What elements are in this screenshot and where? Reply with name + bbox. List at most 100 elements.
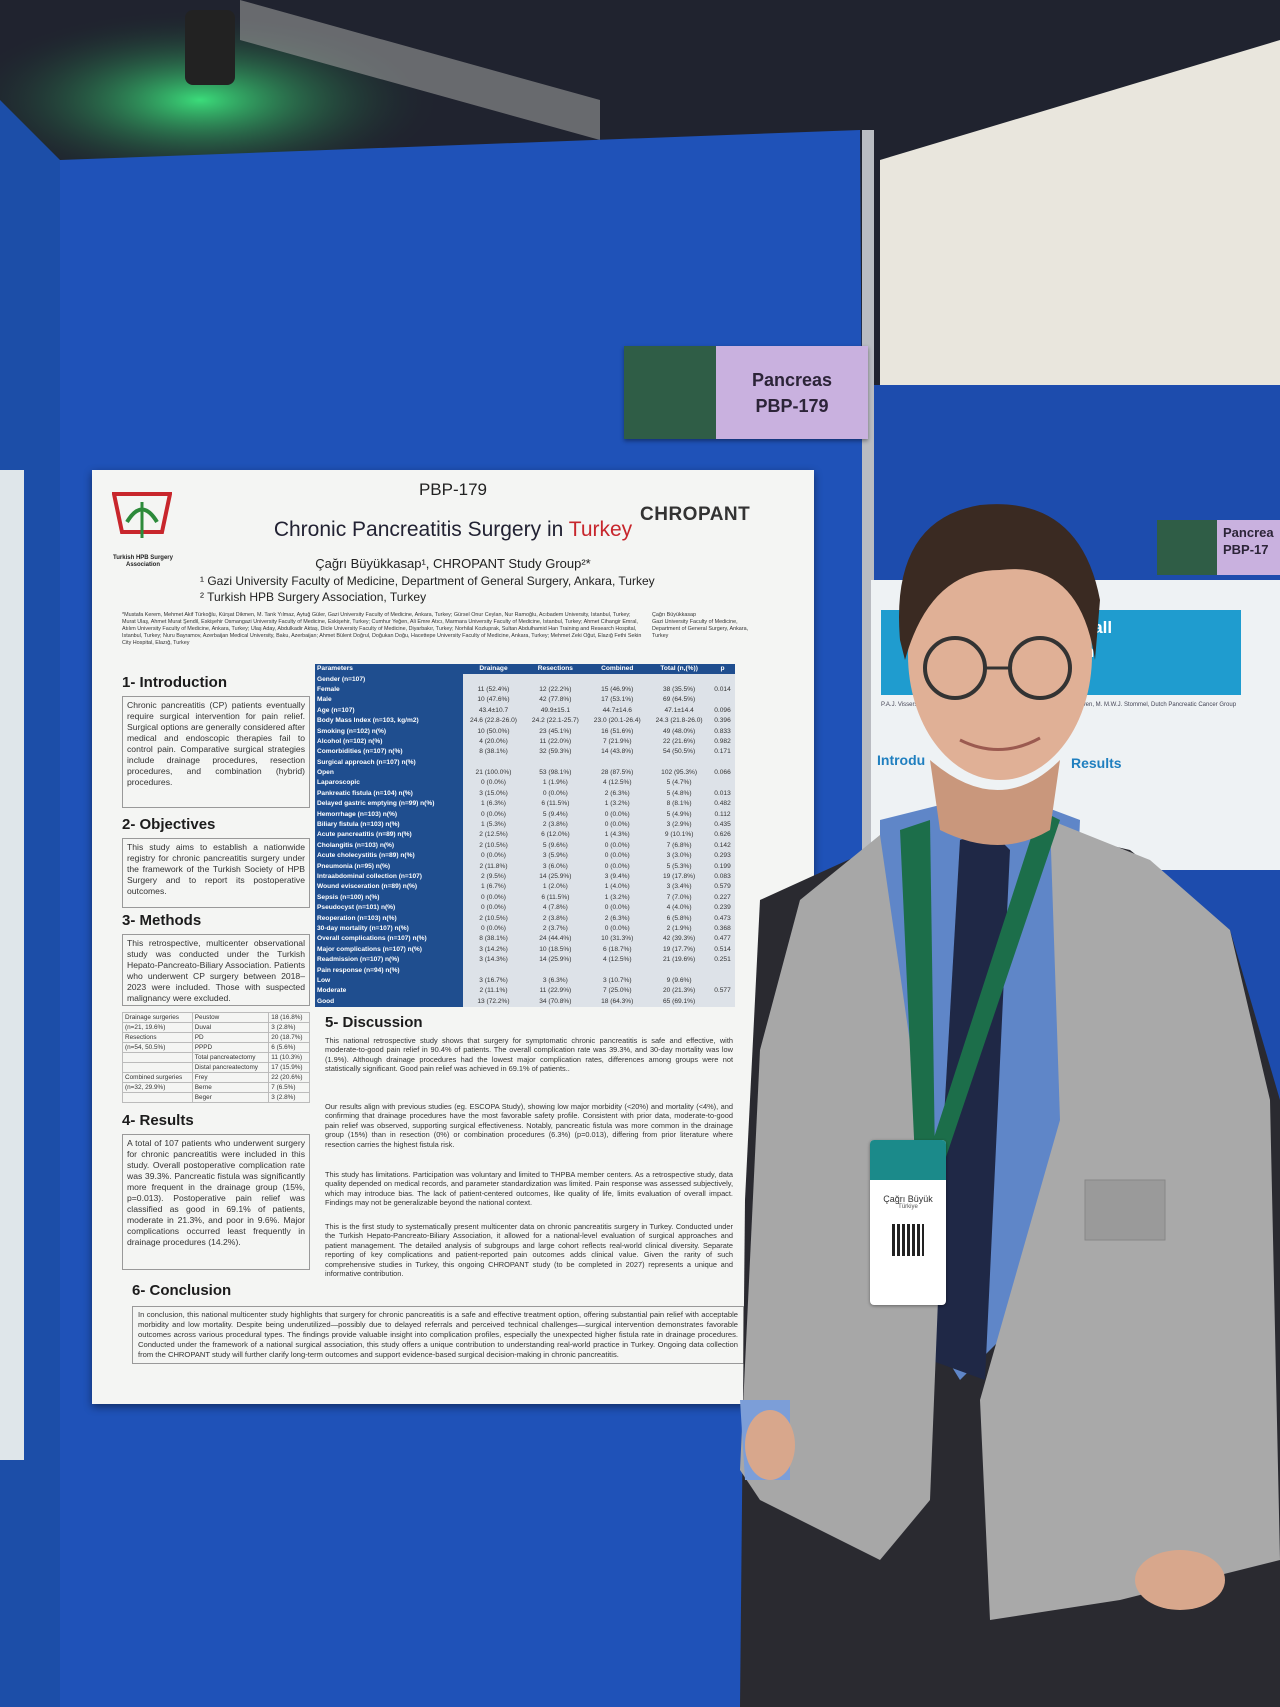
table-cell: 24 (44.4%) — [524, 934, 587, 945]
table-cell: 6 (5.8%) — [648, 913, 711, 924]
table-cell: 3 (3.0%) — [648, 851, 711, 862]
table-row: Surgical approach (n=107) n(%) — [315, 757, 735, 768]
table-cell: 5 (5.3%) — [648, 861, 711, 872]
table-cell: 0.473 — [710, 913, 735, 924]
table-cell: Laparoscopic — [315, 778, 463, 789]
affiliation: ¹ Gazi University Faculty of Medicine, D… — [200, 574, 655, 588]
section-text: Chronic pancreatitis (CP) patients event… — [122, 696, 310, 808]
table-cell: 0 (0.0%) — [586, 851, 649, 862]
table-cell: Good — [315, 996, 463, 1007]
table-cell: 0.982 — [710, 736, 735, 748]
table-cell: 47.1±14.4 — [648, 705, 711, 716]
sign-topic: Pancreas — [751, 369, 833, 390]
table-cell: 6 (12.0%) — [524, 830, 587, 841]
table-cell: 3 (16.7%) — [462, 975, 525, 987]
table-cell-empty — [648, 674, 711, 685]
table-cell: 2 (3.8%) — [524, 913, 587, 924]
table-cell-empty — [710, 695, 735, 706]
table-cell-empty — [524, 674, 587, 685]
table-cell: 24.6 (22.8-26.0) — [462, 715, 525, 727]
table-row: Pain response (n=94) n(%) — [315, 965, 735, 976]
table-cell: 2 (1.9%) — [648, 923, 711, 935]
table-cell-empty — [586, 965, 649, 976]
table-cell: Acute pancreatitis (n=89) n(%) — [315, 830, 463, 841]
table-cell: 0.251 — [710, 954, 735, 966]
table-cell: 5 (9.4%) — [524, 809, 587, 820]
table-cell: 9 (10.1%) — [648, 830, 711, 841]
table-row: Hemorrhage (n=103) n(%) 0 (0.0%) 5 (9.4%) 0… — [315, 809, 735, 820]
table-cell: 0.577 — [710, 986, 735, 997]
table-cell: 21 (100.0%) — [462, 767, 525, 779]
table-row: Acute pancreatitis (n=89) n(%) 2 (12.5%) 6… — [315, 830, 735, 841]
table-cell: Wound evisceration (n=89) n(%) — [315, 882, 463, 893]
surgery-row: Beger 3 (2.8%) — [122, 1092, 310, 1103]
neighbor-heading: Introdu — [877, 752, 926, 768]
sign-logo — [624, 346, 716, 439]
table-cell: 1 (1.9%) — [524, 778, 587, 789]
table-cell-empty — [586, 674, 649, 685]
discussion-paragraph: Our results align with previous studies … — [325, 1102, 733, 1149]
study-group-list: *Mustafa Kerem, Mehmet Akif Türkoğlu, Kü… — [122, 612, 642, 646]
table-cell-empty — [462, 674, 525, 685]
sign-topic: Pancrea — [1223, 525, 1274, 540]
table-cell-empty — [710, 996, 735, 1007]
section-heading: 3- Methods — [122, 912, 202, 929]
table-cell: 0 (0.0%) — [462, 923, 525, 935]
poster-code: PBP-179 — [418, 480, 488, 499]
table-cell: Low — [315, 975, 463, 987]
corresponding-author: Çağrı Büyükkasap Gazi University Faculty… — [652, 612, 762, 640]
table-cell: 0 (0.0%) — [462, 778, 525, 789]
table-cell: Readmission (n=107) n(%) — [315, 954, 463, 966]
badge-header — [870, 1140, 946, 1180]
table-cell: 49.9±15.1 — [524, 705, 587, 716]
table-row: Pankreatic fistula (n=104) n(%) 3 (15.0%)… — [315, 788, 735, 800]
table-cell-empty — [710, 757, 735, 768]
discussion-paragraph: This is the first study to systematicall… — [325, 1222, 733, 1279]
corresponding-name: Çağrı Büyükkasap — [652, 612, 697, 618]
table-cell: 0.142 — [710, 840, 735, 852]
table-cell: 21 (19.6%) — [648, 954, 711, 966]
study-logo: CHROPANT — [640, 504, 751, 525]
table-cell: 1 (4.0%) — [586, 882, 649, 893]
table-cell: 3 (14.3%) — [462, 954, 525, 966]
table-cell: 4 (12.5%) — [586, 778, 649, 789]
table-cell: Surgical approach (n=107) n(%) — [315, 757, 463, 768]
title-country: Turkey — [568, 518, 633, 541]
table-cell: 54 (50.5%) — [648, 747, 711, 758]
table-header-cell: Total (n,(%)) — [648, 664, 711, 675]
table-cell: 0 (0.0%) — [586, 902, 649, 914]
table-cell: Acute cholecystitis (n=89) n(%) — [315, 851, 463, 862]
table-cell: 14 (25.9%) — [524, 871, 587, 883]
table-header-cell: Resections — [524, 664, 587, 675]
surgery-group-cell — [122, 1092, 193, 1103]
table-row: Comorbidities (n=107) n(%) 8 (38.1%) 32 (5… — [315, 747, 735, 758]
table-cell: 18 (64.3%) — [586, 996, 649, 1007]
table-cell: 49 (48.0%) — [648, 726, 711, 737]
table-row: Overall complications (n=107) n(%) 8 (38.… — [315, 934, 735, 945]
table-cell: 65 (69.1%) — [648, 996, 711, 1007]
table-row: Male 10 (47.6%) 42 (77.8%) 17 (53.1%) 69 (64… — [315, 695, 735, 706]
table-cell: 0.227 — [710, 892, 735, 903]
table-cell: Major complications (n=107) n(%) — [315, 944, 463, 955]
table-row: Reoperation (n=103) n(%) 2 (10.5%) 2 (3.8%… — [315, 913, 735, 924]
table-cell: 20 (21.3%) — [648, 986, 711, 997]
table-cell: 7 (7.0%) — [648, 892, 711, 903]
table-cell: 32 (59.3%) — [524, 747, 587, 758]
table-row: Age (n=107) 43.4±10.7 49.9±15.1 44.7±14.6 47… — [315, 705, 735, 716]
table-cell-empty — [462, 757, 525, 768]
table-cell: 0 (0.0%) — [462, 851, 525, 862]
table-cell-empty — [586, 757, 649, 768]
table-cell: 1 (5.3%) — [462, 819, 525, 831]
table-header-cell: p — [710, 664, 735, 675]
table-cell: 0.514 — [710, 944, 735, 955]
table-cell: Age (n=107) — [315, 705, 463, 716]
section-text: This retrospective, multicenter observat… — [122, 934, 310, 1006]
table-cell: 3 (14.2%) — [462, 944, 525, 955]
table-cell: Open — [315, 767, 463, 779]
table-cell: 0 (0.0%) — [586, 840, 649, 852]
table-cell-empty — [524, 757, 587, 768]
table-cell: 15 (46.9%) — [586, 684, 649, 696]
table-cell: Pneumonia (n=95) n(%) — [315, 861, 463, 872]
